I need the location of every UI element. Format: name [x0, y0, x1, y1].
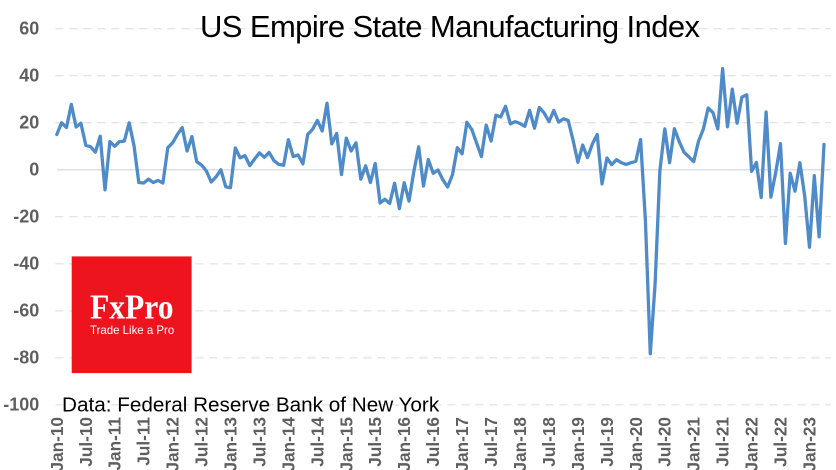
- svg-text:FxPro: FxPro: [90, 288, 174, 327]
- svg-text:Jan-10: Jan-10: [47, 417, 67, 470]
- svg-text:Jul-20: Jul-20: [655, 417, 675, 467]
- svg-text:Jan-15: Jan-15: [336, 417, 356, 470]
- svg-text:Jul-16: Jul-16: [423, 417, 443, 467]
- svg-text:Jul-11: Jul-11: [134, 417, 154, 466]
- svg-text:-80: -80: [13, 348, 39, 368]
- svg-text:Jul-17: Jul-17: [481, 417, 501, 467]
- svg-text:Jan-14: Jan-14: [278, 417, 298, 470]
- svg-text:-40: -40: [13, 254, 39, 274]
- svg-text:Jan-18: Jan-18: [510, 417, 530, 470]
- svg-text:Jan-13: Jan-13: [221, 417, 241, 470]
- svg-text:Trade Like a Pro: Trade Like a Pro: [90, 323, 175, 337]
- svg-text:20: 20: [19, 113, 39, 133]
- svg-text:Jul-22: Jul-22: [771, 417, 791, 467]
- svg-text:Jan-21: Jan-21: [684, 417, 704, 470]
- svg-text:Jul-15: Jul-15: [365, 417, 385, 467]
- svg-text:US Empire State Manufacturing: US Empire State Manufacturing Index: [200, 9, 701, 44]
- svg-text:Jul-10: Jul-10: [76, 417, 96, 467]
- svg-text:Jan-20: Jan-20: [626, 417, 646, 470]
- svg-text:40: 40: [19, 66, 39, 86]
- svg-text:Jul-13: Jul-13: [249, 417, 269, 467]
- svg-text:Jan-16: Jan-16: [394, 417, 414, 470]
- svg-text:0: 0: [29, 160, 39, 180]
- svg-text:Jul-19: Jul-19: [597, 417, 617, 467]
- svg-text:60: 60: [19, 19, 39, 39]
- svg-text:-20: -20: [13, 207, 39, 227]
- svg-text:Jul-14: Jul-14: [307, 417, 327, 467]
- svg-text:-100: -100: [3, 395, 39, 415]
- svg-text:Jan-19: Jan-19: [568, 417, 588, 470]
- svg-text:Data: Federal Reserve Bank of: Data: Federal Reserve Bank of New York: [62, 394, 440, 417]
- svg-text:Jul-12: Jul-12: [192, 417, 212, 467]
- svg-text:-60: -60: [13, 301, 39, 321]
- svg-text:Jan-23: Jan-23: [800, 417, 820, 470]
- svg-text:Jan-11: Jan-11: [105, 417, 125, 470]
- svg-text:Jan-22: Jan-22: [742, 417, 762, 470]
- svg-text:Jul-18: Jul-18: [539, 417, 559, 467]
- svg-text:Jul-21: Jul-21: [713, 417, 733, 467]
- svg-text:Jan-12: Jan-12: [163, 417, 183, 470]
- svg-text:Jan-17: Jan-17: [452, 417, 472, 470]
